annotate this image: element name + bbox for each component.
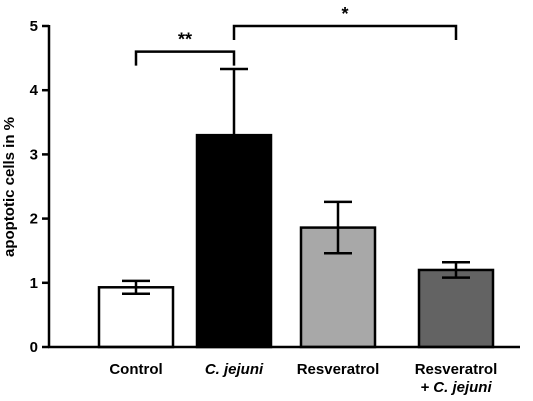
significance-label: ** [178, 30, 192, 50]
x-tick-label-line2: + C. jejuni [420, 379, 492, 396]
y-tick-label: 5 [30, 18, 38, 35]
bars [97, 67, 495, 349]
y-tick-label: 0 [30, 339, 38, 356]
y-axis: 0 1 2 3 4 5 [30, 18, 51, 356]
y-axis-title: apoptotic cells in % [1, 117, 18, 257]
y-tick-label: 4 [30, 82, 39, 99]
y-tick-label: 3 [30, 146, 38, 163]
x-tick-label: C. jejuni [205, 361, 264, 378]
significance-brackets: *** [134, 4, 458, 66]
significance-bracket [232, 24, 458, 40]
significance-label: * [341, 4, 348, 24]
x-tick-label: Control [109, 361, 162, 378]
bar [97, 286, 175, 349]
bar [417, 268, 495, 349]
y-tick-label: 1 [30, 275, 38, 292]
significance-bracket [134, 50, 236, 66]
y-tick-label: 2 [30, 211, 38, 228]
x-axis: Control C. jejuni Resveratrol Resveratrol+ … [48, 345, 520, 396]
x-tick-label: Resveratrol [297, 361, 380, 378]
x-tick-label: Resveratrol [415, 361, 498, 378]
